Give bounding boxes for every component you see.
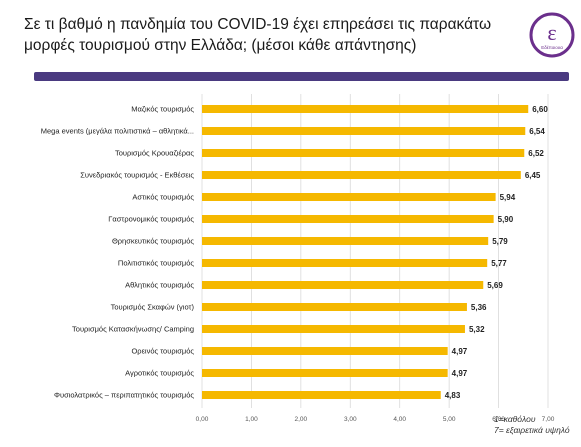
category-label: Τουρισμός Σκαφών (γιοτ) — [111, 303, 195, 312]
bar — [202, 259, 488, 267]
value-label: 5,94 — [500, 193, 516, 202]
title-divider — [34, 72, 569, 81]
bar — [202, 303, 467, 311]
bar — [202, 149, 525, 157]
category-label: Τουρισμός Κατασκήνωσης/ Camping — [72, 325, 194, 334]
category-label: Mega events (μεγάλα πολιτιστικά – αθλητι… — [41, 127, 194, 136]
value-label: 5,36 — [471, 303, 487, 312]
value-label: 5,32 — [469, 325, 485, 334]
value-label: 5,79 — [492, 237, 508, 246]
category-label: Αθλητικός τουρισμός — [125, 281, 194, 290]
page-title: Σε τι βαθμό η πανδημία του COVID-19 έχει… — [24, 16, 492, 54]
bar — [202, 171, 521, 179]
bar — [202, 281, 484, 289]
x-tick-label: 6,00 — [492, 416, 505, 423]
value-label: 4,97 — [452, 347, 468, 356]
category-label: Ορεινός τουρισμός — [131, 347, 194, 356]
bars — [202, 105, 529, 399]
category-label: Μαζικός τουρισμός — [131, 105, 194, 114]
value-label: 5,69 — [487, 281, 503, 290]
scale-note-min: 1=καθόλου — [494, 414, 536, 424]
value-label: 5,77 — [491, 259, 507, 268]
category-label: Αγροτικός τουρισμός — [125, 369, 194, 378]
value-label: 5,90 — [498, 215, 514, 224]
x-tick-label: 4,00 — [393, 416, 406, 423]
logo-ring — [529, 12, 575, 58]
value-label: 6,45 — [525, 171, 541, 180]
value-labels: 6,60 6,54 6,52 6,45 5,94 5,90 5,79 5,77 5,69 5,36… — [445, 105, 549, 400]
logo-text: Εδέποιουα — [541, 44, 563, 50]
category-label: Αστικός τουρισμός — [132, 193, 194, 202]
bar — [202, 347, 448, 355]
x-tick-label: 7,00 — [542, 416, 555, 423]
logo-letter: ε — [547, 20, 556, 45]
scale-note: 1=καθόλου 7= εξαιρετικά υψηλό — [494, 414, 580, 436]
bar — [202, 369, 448, 377]
category-label: Τουρισμός Κρουαζιέρας — [115, 149, 194, 158]
bar — [202, 325, 465, 333]
x-tick-label: 2,00 — [295, 416, 308, 423]
bar — [202, 127, 526, 135]
value-label: 6,54 — [529, 127, 545, 136]
x-tick-label: 5,00 — [443, 416, 456, 423]
bar — [202, 391, 441, 399]
bar — [202, 215, 494, 223]
category-label: Γαστρονομικός τουρισμός — [108, 215, 194, 224]
x-tick-label: 3,00 — [344, 416, 357, 423]
value-label: 4,83 — [445, 391, 461, 400]
category-label: Θρησκευτικός τουρισμός — [112, 237, 194, 246]
category-labels: Μαζικός τουρισμός Mega events (μεγάλα πολ… — [41, 105, 195, 400]
scale-note-max: 7= εξαιρετικά υψηλό — [494, 425, 570, 435]
value-label: 4,97 — [452, 369, 468, 378]
x-axis-ticks: 0,00 1,00 2,00 3,00 4,00 5,00 6,00 7,00 — [196, 416, 555, 423]
bar — [202, 105, 529, 113]
grid-lines — [201, 94, 549, 408]
x-tick-label: 0,00 — [196, 416, 209, 423]
bar — [202, 193, 496, 201]
value-label: 6,52 — [528, 149, 544, 158]
logo: ε Εδέποιουα — [529, 12, 575, 58]
x-tick-label: 1,00 — [245, 416, 258, 423]
category-label: Φυσιολατρικός – περιπατητικός τουρισμός — [54, 391, 194, 400]
category-label: Πολιτιστικός τουρισμός — [118, 259, 194, 268]
bar — [202, 237, 489, 245]
value-label: 6,60 — [532, 105, 548, 114]
bar-chart: Μαζικός τουρισμός Mega events (μεγάλα πολ… — [41, 94, 555, 423]
category-label: Συνεδριακός τουρισμός - Εκθέσεις — [80, 171, 194, 180]
